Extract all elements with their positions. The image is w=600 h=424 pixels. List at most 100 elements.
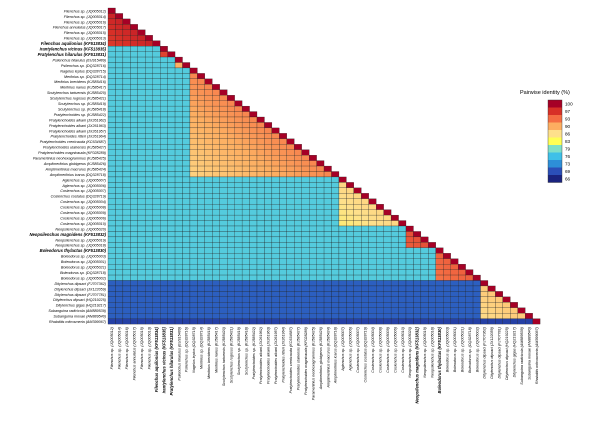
- heatmap-cell: [160, 269, 168, 276]
- column-label: Coslenchus sp. (JQ005007): [356, 326, 360, 372]
- heatmap-cell: [227, 160, 235, 167]
- heatmap-cell: [227, 318, 235, 325]
- heatmap-cell: [115, 176, 124, 183]
- heatmap-cell: [428, 247, 436, 254]
- heatmap-cell: [130, 62, 138, 69]
- heatmap-cell: [219, 318, 228, 325]
- heatmap-cell: [383, 247, 392, 254]
- heatmap-cell: [122, 187, 131, 194]
- heatmap-cell: [115, 285, 124, 292]
- heatmap-cell: [346, 214, 354, 221]
- heatmap-cell: [465, 280, 474, 287]
- heatmap-cell: [197, 138, 205, 145]
- heatmap-cell: [122, 171, 131, 178]
- heatmap-cell: [145, 176, 153, 183]
- heatmap-cell: [413, 253, 422, 259]
- heatmap-cell: [182, 62, 191, 69]
- heatmap-cell: [435, 247, 444, 254]
- heatmap-cell: [346, 280, 354, 287]
- row-label: Coslenchus sp. (JQ005004): [60, 200, 106, 204]
- heatmap-cell: [137, 100, 146, 107]
- heatmap-cell: [271, 242, 280, 248]
- heatmap-cell: [115, 51, 124, 58]
- heatmap-cell: [286, 187, 295, 194]
- heatmap-cell: [331, 231, 340, 238]
- column-label: Coslenchus sp. (JQ005004): [371, 326, 375, 372]
- legend-swatch: [548, 175, 562, 183]
- heatmap-cell: [241, 236, 250, 243]
- heatmap-cell: [256, 296, 265, 303]
- heatmap-cell: [115, 182, 124, 188]
- heatmap-cell: [152, 193, 161, 199]
- heatmap-cell: [234, 193, 243, 199]
- row-label: Coslenchus sp. (JQ005007): [60, 189, 106, 193]
- column-label: Filenchus sp. (JQ005015): [140, 326, 144, 369]
- heatmap-cell: [279, 285, 287, 292]
- heatmap-cell: [234, 144, 243, 150]
- row-label: Filenchus annulatus (JQ005017): [53, 26, 107, 30]
- heatmap-cell: [294, 187, 302, 194]
- heatmap-cell: [152, 209, 161, 216]
- heatmap-cell: [420, 280, 429, 287]
- heatmap-cell: [115, 111, 124, 118]
- heatmap-cell: [167, 242, 176, 248]
- heatmap-cell: [152, 127, 161, 134]
- heatmap-cell: [115, 127, 124, 134]
- heatmap-cell: [197, 144, 205, 150]
- heatmap-cell: [346, 264, 354, 270]
- legend-frame: [547, 99, 563, 183]
- heatmap-cell: [227, 111, 235, 118]
- heatmap-cell: [279, 155, 287, 161]
- heatmap-cell: [264, 313, 273, 319]
- heatmap-cell: [182, 116, 191, 123]
- heatmap-cell: [167, 225, 176, 232]
- heatmap-cell: [137, 67, 146, 74]
- column-label: Pratylenchoides ritteri (JX261964): [282, 326, 286, 382]
- heatmap-cell: [137, 307, 146, 314]
- heatmap-cell: [279, 209, 287, 216]
- heatmap-cell: [316, 313, 325, 319]
- heatmap-cell: [152, 78, 161, 85]
- heatmap-cell: [107, 67, 116, 74]
- heatmap-cell: [137, 105, 146, 112]
- row-label: Amplimerlinius macrurus (KJ585424): [45, 167, 107, 171]
- heatmap-cell: [115, 242, 124, 248]
- column-label: Irantylenchus vicinus (KF513835): [161, 326, 166, 393]
- heatmap-cell: [137, 209, 146, 216]
- heatmap-cell: [279, 307, 287, 314]
- heatmap-cell: [279, 247, 287, 254]
- heatmap-cell: [323, 187, 332, 194]
- heatmap-cell: [189, 280, 198, 287]
- column-label: Pratylenchoides alkani (JX261957): [274, 326, 278, 384]
- heatmap-cell: [323, 285, 332, 292]
- heatmap-cell: [219, 247, 228, 254]
- heatmap-cell: [256, 187, 265, 194]
- heatmap-cell: [137, 204, 146, 210]
- heatmap-cell: [398, 231, 407, 238]
- heatmap-cell: [309, 296, 317, 303]
- row-label: Pratylenchoides sp. (KJ585422): [54, 113, 107, 117]
- heatmap-cell: [264, 209, 273, 216]
- heatmap-cell: [368, 313, 377, 319]
- heatmap-cell: [241, 155, 250, 161]
- heatmap-cell: [227, 95, 235, 101]
- heatmap-cell: [115, 187, 124, 194]
- heatmap-cell: [197, 122, 205, 129]
- heatmap-cell: [227, 280, 235, 287]
- heatmap-cell: [130, 35, 138, 41]
- heatmap-cell: [167, 187, 176, 194]
- heatmap-cell: [264, 253, 273, 259]
- heatmap-cell: [368, 285, 377, 292]
- heatmap-cell: [286, 182, 295, 188]
- heatmap-cell: [130, 56, 138, 63]
- heatmap-cell: [115, 302, 124, 308]
- heatmap-cell: [160, 280, 168, 287]
- heatmap-cell: [167, 51, 176, 58]
- heatmap-cell: [279, 302, 287, 308]
- heatmap-cell: [167, 291, 176, 297]
- column-label: Neopsilenchus magnidens (KF513832): [415, 326, 420, 403]
- heatmap-cell: [376, 285, 384, 292]
- heatmap-cell: [107, 318, 116, 325]
- heatmap-cell: [256, 313, 265, 319]
- heatmap-cell: [189, 291, 198, 297]
